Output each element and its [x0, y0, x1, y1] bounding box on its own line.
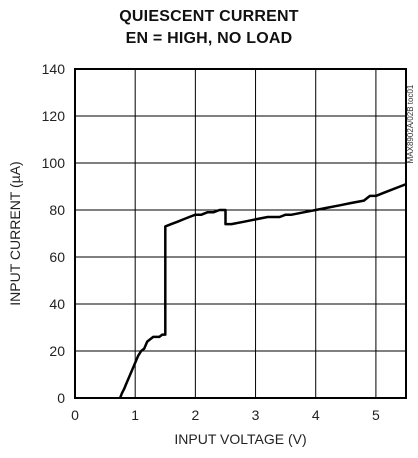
plot-frame — [74, 68, 407, 399]
y-tick-label: 20 — [49, 343, 65, 359]
series-group — [118, 183, 407, 399]
series-line — [118, 183, 407, 399]
y-tick-labels: 0 20 40 60 80 100 120 140 — [42, 61, 66, 406]
figure-id: MAX8902A/02B toc01 — [406, 84, 415, 163]
x-tick-labels: 0 1 2 3 4 5 — [71, 407, 380, 423]
x-axis-label: INPUT VOLTAGE (V) — [174, 431, 306, 447]
grid-lines — [75, 69, 406, 398]
y-axis-label: INPUT CURRENT (µA) — [7, 161, 23, 305]
y-tick-label: 80 — [49, 202, 65, 218]
x-tick-label: 1 — [131, 407, 139, 423]
y-tick-label: 140 — [42, 61, 66, 77]
y-tick-label: 40 — [49, 296, 65, 312]
x-tick-label: 3 — [252, 407, 260, 423]
y-tick-label: 0 — [57, 390, 65, 406]
x-tick-label: 0 — [71, 407, 79, 423]
x-tick-label: 5 — [372, 407, 380, 423]
y-tick-label: 120 — [42, 108, 66, 124]
y-tick-label: 60 — [49, 249, 65, 265]
y-tick-label: 100 — [42, 155, 66, 171]
chart-subtitle: EN = HIGH, NO LOAD — [125, 30, 293, 47]
x-tick-label: 4 — [312, 407, 320, 423]
x-tick-label: 2 — [191, 407, 199, 423]
chart-title: QUIESCENT CURRENT — [119, 8, 299, 25]
